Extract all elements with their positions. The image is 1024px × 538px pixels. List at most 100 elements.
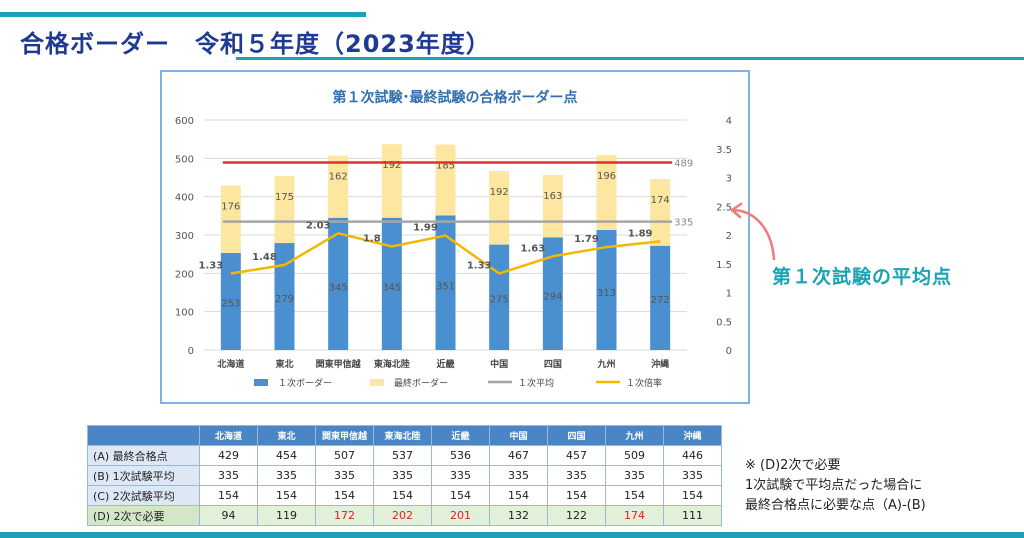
ratio-label: 1.89: [628, 228, 653, 239]
bar-label-final: 162: [329, 172, 348, 183]
table-cell: 507: [315, 445, 374, 466]
bar-first-border: [381, 217, 402, 350]
bar-first-border: [274, 243, 295, 350]
note-line-2: 1次試験で平均点だった場合に: [745, 478, 923, 493]
table-cell: 154: [199, 485, 258, 506]
table-cell: 335: [199, 465, 258, 486]
ratio-label: 1.33: [198, 261, 223, 272]
ratio-label: 1.79: [574, 234, 599, 245]
ratio-label: 1.48: [252, 252, 277, 263]
y2-tick-label: 3.5: [716, 145, 732, 156]
bar-final-border: [650, 179, 671, 246]
table-column-header: 四国: [547, 425, 606, 446]
table-row-header: (D) 2次で必要: [87, 505, 200, 526]
table-cell: 454: [257, 445, 316, 466]
table-row-header: (B) 1次試験平均: [87, 465, 200, 486]
table-cell: 119: [257, 505, 316, 526]
bar-label-final: 192: [382, 160, 401, 171]
y2-tick-label: 1.5: [716, 260, 732, 271]
ratio-line: [230, 231, 661, 275]
note: ※ (D)2次で必要 1次試験で平均点だった場合に 最終合格点に必要な点（A)-…: [745, 456, 926, 516]
y2-tick-label: 0: [726, 346, 732, 357]
bar-first-border: [435, 215, 456, 350]
note-line-3: 最終合格点に必要な点（A)-(B): [745, 498, 926, 513]
bar-final-border: [435, 144, 456, 216]
table-row: (B) 1次試験平均 335 335 335 335 335 335 335 335 335: [87, 465, 722, 486]
bar-label-final: 192: [490, 187, 509, 198]
ratio-label: 1.8: [363, 234, 381, 245]
y-tick-label: 100: [175, 308, 194, 319]
bar-label-first: 294: [543, 291, 562, 302]
table-cell: 94: [199, 505, 258, 526]
bar-label-first: 345: [382, 282, 401, 293]
x-tick-label: 近畿: [436, 358, 454, 370]
legend-label: １次ボーダー: [278, 377, 332, 389]
page-title: 合格ボーダー 令和５年度（2023年度）: [20, 30, 491, 58]
table-cell: 335: [431, 465, 490, 486]
bottom-accent-bar: [0, 532, 1024, 538]
y-tick-label: 200: [175, 269, 194, 280]
table-cell: 537: [373, 445, 432, 466]
table-column-header: 中国: [489, 425, 548, 446]
table-header-row: 北海道 東北 関東甲信越 東海北陸 近畿 中国 四国 九州 沖縄: [87, 425, 722, 446]
bar-label-final: 175: [275, 192, 294, 203]
note-line-1: ※ (D)2次で必要: [745, 458, 841, 473]
table-cell: 467: [489, 445, 548, 466]
table-cell: 154: [373, 485, 432, 506]
table-cell: 429: [199, 445, 258, 466]
table-cell: 111: [663, 505, 722, 526]
ratio-label: 1.33: [467, 261, 492, 272]
table-cell: 335: [547, 465, 606, 486]
table-cell: 132: [489, 505, 548, 526]
legend-swatch: [370, 379, 384, 386]
table-column-header: 北海道: [199, 425, 258, 446]
bar-label-final: 176: [221, 202, 240, 213]
border-table: 北海道 東北 関東甲信越 東海北陸 近畿 中国 四国 九州 沖縄 (A) 最終合格点 429 454…: [87, 425, 722, 526]
x-tick-label: 東北: [275, 358, 293, 370]
bar-label-first: 351: [436, 281, 455, 292]
table-column-header: 東海北陸: [373, 425, 432, 446]
x-tick-label: 沖縄: [651, 358, 669, 370]
table-row: (D) 2次で必要 94 119 172 202 201 132 122 174 111: [87, 505, 722, 526]
y-tick-label: 600: [175, 116, 194, 127]
table-cell: 154: [489, 485, 548, 506]
chart-title: 第１次試験･最終試験の合格ボーダー点: [333, 89, 578, 106]
table-column-header: 関東甲信越: [315, 425, 374, 446]
legend-swatch: [254, 379, 268, 386]
y-tick-label: 400: [175, 193, 194, 204]
table-cell: 154: [257, 485, 316, 506]
y2-tick-label: 0.5: [716, 317, 732, 328]
bar-final-border: [381, 144, 402, 218]
y2-tick-label: 2.5: [716, 202, 732, 213]
y2-tick-label: 2: [726, 231, 732, 242]
table-cell: 509: [605, 445, 664, 466]
border-chart: 第１次試験･最終試験の合格ボーダー点 0 100 200 300 400 500 600 0 0.…: [175, 89, 732, 389]
bar-first-border: [596, 230, 617, 350]
bar-label-first: 253: [221, 298, 240, 309]
table-row: (C) 2次試験平均 154 154 154 154 154 154 154 154 154: [87, 485, 722, 506]
bar-label-final: 185: [436, 161, 455, 172]
bar-label-first: 345: [329, 282, 348, 293]
x-tick-label: 東海北陸: [374, 358, 410, 370]
y2-tick-label: 3: [726, 174, 732, 185]
x-tick-label: 九州: [596, 358, 615, 370]
avg-callout-label: 第１次試験の平均点: [772, 266, 953, 288]
y2-tick-label: 4: [726, 116, 732, 127]
table-cell: 335: [605, 465, 664, 486]
bar-first-border: [650, 245, 671, 350]
y-tick-label: 300: [175, 231, 194, 242]
table-cell: 154: [315, 485, 374, 506]
table-row-header: (A) 最終合格点: [87, 445, 200, 466]
reference-line-label: 489: [674, 159, 693, 170]
chart-container: 第１次試験･最終試験の合格ボーダー点 0 100 200 300 400 500 600 0 0.…: [160, 70, 750, 404]
table-row-header: (C) 2次試験平均: [87, 485, 200, 506]
table-cell: 446: [663, 445, 722, 466]
callout-arrow-icon: [730, 202, 776, 261]
legend-label: １次平均: [518, 377, 554, 389]
top-accent-bar: [0, 12, 366, 17]
table-corner: [87, 425, 200, 446]
table-cell: 335: [489, 465, 548, 486]
bar-label-first: 275: [490, 295, 509, 306]
table-column-header: 東北: [257, 425, 316, 446]
table-cell: 457: [547, 445, 606, 466]
